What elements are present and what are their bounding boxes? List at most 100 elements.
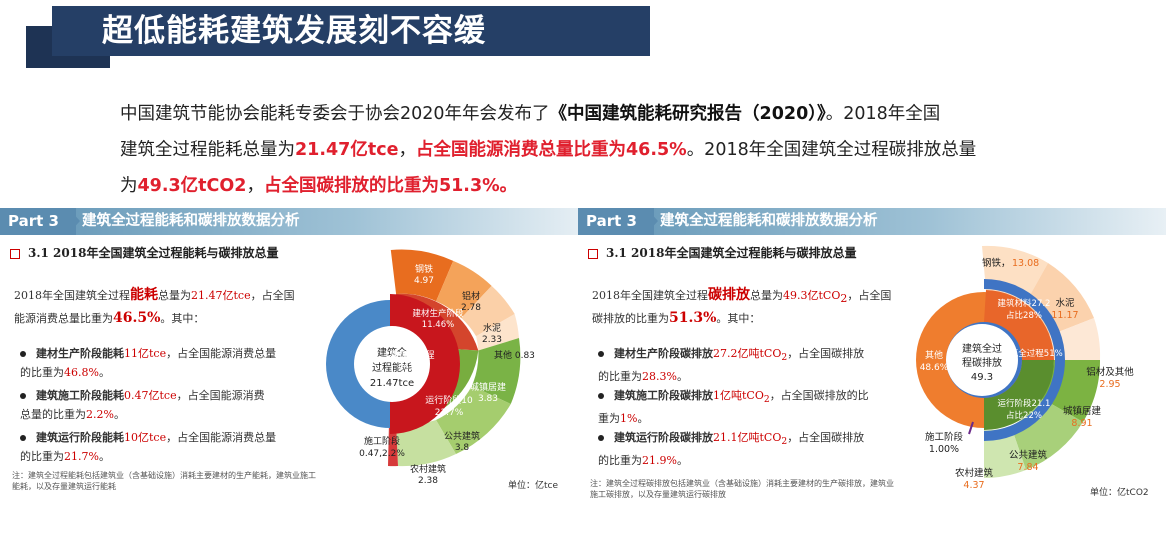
whole-process-ring bbox=[983, 279, 1065, 441]
chevron-icon bbox=[646, 208, 658, 234]
panel-subtitle: 3.1 2018年全国建筑全过程能耗与碳排放总量 bbox=[588, 244, 856, 261]
list-item: 建筑施工阶段能耗0.47亿tce，占全国能源消费 总量的比重为2.2%。 bbox=[20, 386, 300, 424]
other-materials-segment bbox=[476, 314, 519, 351]
energy-total: 21.47亿tce bbox=[295, 140, 399, 160]
whole-process-label: 建筑全过程51% bbox=[1001, 348, 1062, 359]
item-text: 的比重为 bbox=[598, 454, 642, 468]
intro-text: 。2018年全国建筑全过程碳排放总量 bbox=[686, 140, 977, 160]
summary-text: 能源消费总量比重为 bbox=[14, 312, 113, 325]
list-item: 建筑运行阶段能耗10亿tce，占全国能源消费总量 的比重为21.7%。 bbox=[20, 428, 300, 466]
summary-text: 总量为 bbox=[158, 289, 191, 302]
footnote: 注：建筑全过程碳排放包括建筑业（含基础设施）消耗主要建材的生产碳排放，建筑业施工… bbox=[590, 479, 894, 499]
square-bullet-icon bbox=[588, 248, 598, 259]
item-value: 46.8% bbox=[64, 366, 99, 379]
item-text: 的比重为 bbox=[598, 370, 642, 384]
item-text: 的比重为 bbox=[20, 366, 64, 379]
town-residential-segment bbox=[471, 338, 521, 404]
other-share-value: 48.6% bbox=[920, 363, 949, 373]
public-building-label: 公共建筑 bbox=[444, 430, 480, 442]
carbon-panel: Part 3 建筑全过程能耗和碳排放数据分析 3.1 2018年全国建筑全过程能… bbox=[578, 208, 1166, 499]
bullet-icon bbox=[598, 393, 604, 399]
energy-sunburst-chart: 建筑全 过程能耗 21.47tce 钢铁 4.97 铝材 2.78 水泥 2.3… bbox=[326, 249, 535, 486]
town-residential-value: 8.91 bbox=[1071, 418, 1092, 429]
public-building-value: 3.8 bbox=[455, 443, 470, 453]
other-share-label: 其他 bbox=[925, 349, 943, 361]
summary-text: ，占全国 bbox=[250, 289, 295, 302]
item-text: 。 bbox=[98, 450, 110, 463]
summary-text: 。其中： bbox=[160, 312, 205, 325]
summary-text: 总量为 bbox=[750, 289, 783, 302]
center-disc bbox=[354, 326, 430, 402]
item-text: ，占全国碳排放 bbox=[787, 347, 865, 360]
rural-building-segment bbox=[396, 420, 456, 467]
rural-building-value: 4.37 bbox=[963, 480, 984, 491]
item-value: 1亿吨tCO bbox=[713, 389, 764, 402]
materials-stage-segment bbox=[984, 290, 1054, 360]
operation-stage-label: 运行阶段10 bbox=[425, 394, 473, 406]
rural-building-value: 2.38 bbox=[418, 476, 438, 486]
operation-stage-segment bbox=[984, 360, 1054, 430]
public-building-segment bbox=[436, 386, 511, 454]
item-text: ，占全国碳排放 bbox=[787, 431, 865, 444]
item-label: 建筑运行阶段能耗 bbox=[36, 431, 124, 444]
center-value: 21.47tce bbox=[370, 378, 414, 389]
aluminium-label: 铝材及其他 bbox=[1086, 366, 1134, 378]
cement-value: 2.33 bbox=[482, 335, 502, 345]
carbon-total: 49.3亿tCO2 bbox=[137, 176, 247, 196]
item-label: 建筑运行阶段碳排放 bbox=[614, 431, 713, 444]
materials-stage-label: 建筑材料27.2 bbox=[998, 298, 1051, 309]
summary-line: 碳排放的比重为51.3%。其中： bbox=[592, 310, 760, 326]
subtitle-text: 3.1 2018年全国建筑全过程能耗与碳排放总量 bbox=[606, 246, 857, 260]
energy-share: 占全国能源消费总量比重为46.5% bbox=[415, 140, 687, 160]
bullet-icon bbox=[598, 351, 604, 357]
public-building-value: 7.84 bbox=[1017, 462, 1038, 473]
construction-label: 施工阶段 bbox=[364, 435, 400, 447]
construction-value: 0.47,2.2% bbox=[359, 449, 405, 459]
summary-text: ，占全国 bbox=[847, 289, 892, 302]
item-text: ，占全国能源消费总量 bbox=[166, 347, 277, 360]
summary-subscript: 2 bbox=[840, 292, 848, 306]
square-bullet-icon bbox=[10, 248, 20, 259]
town-residential-value: 3.83 bbox=[478, 394, 498, 404]
item-text: 。 bbox=[637, 412, 649, 426]
item-value: 27.2亿吨tCO bbox=[713, 347, 782, 360]
intro-text: ， bbox=[246, 176, 264, 196]
cement-value: 11.17 bbox=[1051, 310, 1078, 321]
other-materials-label: 其他 0.83 bbox=[494, 349, 535, 361]
materials-stage-value: 占比28% bbox=[1006, 310, 1042, 321]
item-text: 重为 bbox=[598, 412, 620, 426]
item-label: 建材生产阶段能耗 bbox=[36, 347, 124, 360]
subtitle-text: 3.1 2018年全国建筑全过程能耗与碳排放总量 bbox=[28, 246, 279, 260]
panel-subtitle: 3.1 2018年全国建筑全过程能耗与碳排放总量 bbox=[10, 244, 278, 261]
aluminium-value: 2.95 bbox=[1099, 379, 1120, 390]
center-label: 建筑全过 bbox=[962, 342, 1002, 355]
steel-label: 钢铁， bbox=[982, 257, 1011, 269]
item-subscript: 2 bbox=[781, 352, 788, 364]
energy-panel: Part 3 建筑全过程能耗和碳排放数据分析 3.1 2018年全国建筑全过程能… bbox=[0, 208, 588, 498]
unit-label: 单位：亿tce bbox=[508, 481, 559, 491]
panel-header-bar: Part 3 建筑全过程能耗和碳排放数据分析 bbox=[578, 208, 1166, 235]
whole-process-value: 46.5% bbox=[398, 363, 427, 373]
cement-label: 水泥 bbox=[483, 322, 501, 334]
steel-value: 4.97 bbox=[414, 276, 434, 286]
summary-highlight: 21.47亿tce bbox=[191, 289, 251, 302]
cement-label: 水泥 bbox=[1055, 297, 1075, 309]
item-text: 总量的比重为 bbox=[20, 408, 86, 421]
item-text: 。 bbox=[113, 408, 125, 421]
bullet-icon bbox=[20, 351, 26, 357]
list-item: 建筑施工阶段碳排放1亿吨tCO2，占全国碳排放的比 重为1%。 bbox=[598, 386, 878, 428]
item-text: ，占全国能源消费总量 bbox=[166, 431, 277, 444]
center-disc bbox=[946, 324, 1018, 396]
item-text: 的比重为 bbox=[20, 450, 64, 463]
aluminium-label: 铝材 bbox=[462, 290, 480, 302]
item-label: 建筑施工阶段碳排放 bbox=[614, 389, 713, 402]
center-label: 过程能耗 bbox=[372, 361, 412, 374]
item-value: 1% bbox=[620, 412, 638, 426]
aluminium-value: 2.78 bbox=[461, 303, 481, 313]
part-tag: Part 3 bbox=[0, 208, 76, 235]
materials-stage-label: 建材生产阶段 bbox=[412, 308, 464, 319]
item-value: 11亿tce bbox=[124, 347, 167, 360]
center-label: 建筑全 bbox=[377, 346, 407, 359]
intro-text: ， bbox=[398, 140, 416, 160]
bullet-icon bbox=[20, 435, 26, 441]
